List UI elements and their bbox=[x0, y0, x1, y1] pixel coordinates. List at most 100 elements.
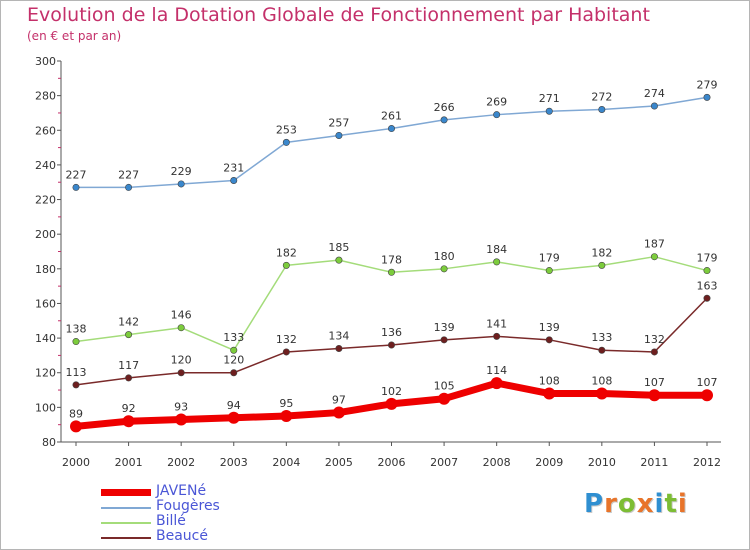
data-point bbox=[493, 332, 501, 340]
data-label: 89 bbox=[69, 407, 83, 420]
data-point bbox=[175, 413, 188, 426]
data-point bbox=[282, 261, 290, 269]
data-label: 257 bbox=[328, 116, 349, 129]
chart-subtitle: (en € et par an) bbox=[27, 29, 122, 43]
legend-label: Fougères bbox=[156, 498, 220, 514]
data-point bbox=[650, 102, 658, 110]
data-label: 132 bbox=[276, 333, 297, 346]
legend-swatch bbox=[101, 489, 151, 496]
data-point bbox=[230, 369, 238, 377]
data-point bbox=[493, 258, 501, 266]
data-point bbox=[72, 381, 80, 389]
data-label: 132 bbox=[644, 333, 665, 346]
x-tick-label: 2009 bbox=[535, 456, 563, 469]
x-tick-label: 2005 bbox=[325, 456, 353, 469]
data-label: 117 bbox=[118, 359, 139, 372]
data-point bbox=[177, 369, 185, 377]
data-point bbox=[122, 415, 135, 428]
data-label: 187 bbox=[644, 238, 665, 251]
data-label: 139 bbox=[434, 321, 455, 334]
data-point bbox=[701, 389, 713, 402]
data-label: 253 bbox=[276, 123, 297, 136]
data-label: 279 bbox=[697, 78, 718, 91]
data-point bbox=[125, 374, 133, 382]
data-label: 178 bbox=[381, 253, 402, 266]
legend-swatch bbox=[101, 522, 151, 524]
data-point bbox=[230, 176, 238, 184]
data-label: 114 bbox=[486, 364, 507, 377]
data-point bbox=[282, 348, 290, 356]
x-tick-label: 2000 bbox=[62, 456, 90, 469]
legend-label: JAVENé bbox=[156, 483, 207, 499]
data-label: 231 bbox=[223, 161, 244, 174]
data-point bbox=[648, 389, 661, 402]
data-point bbox=[177, 180, 185, 188]
data-label: 133 bbox=[223, 331, 244, 344]
data-point bbox=[703, 294, 711, 302]
data-label: 95 bbox=[279, 397, 293, 410]
y-tick-label: 260 bbox=[35, 124, 56, 137]
data-label: 134 bbox=[328, 329, 349, 342]
data-label: 182 bbox=[276, 246, 297, 259]
data-point bbox=[545, 336, 553, 344]
data-label: 97 bbox=[332, 394, 346, 407]
data-point bbox=[177, 324, 185, 332]
data-point bbox=[335, 256, 343, 264]
x-tick-label: 2001 bbox=[115, 456, 143, 469]
y-tick-label: 200 bbox=[35, 228, 56, 241]
data-label: 179 bbox=[539, 252, 560, 265]
data-label: 269 bbox=[486, 96, 507, 109]
data-point bbox=[440, 265, 448, 273]
data-label: 105 bbox=[434, 380, 455, 393]
data-point bbox=[440, 336, 448, 344]
data-point bbox=[335, 344, 343, 352]
data-point bbox=[493, 111, 501, 119]
x-tick-label: 2006 bbox=[378, 456, 406, 469]
data-label: 227 bbox=[118, 168, 139, 181]
y-tick-label: 220 bbox=[35, 194, 56, 207]
data-point bbox=[490, 377, 503, 390]
data-point bbox=[332, 406, 345, 419]
legend-label: Beaucé bbox=[156, 528, 208, 544]
data-point bbox=[230, 346, 238, 354]
data-point bbox=[387, 268, 395, 276]
data-label: 142 bbox=[118, 316, 139, 329]
data-point bbox=[280, 410, 293, 423]
data-point bbox=[598, 105, 606, 113]
data-point bbox=[650, 253, 658, 261]
data-point bbox=[70, 420, 82, 433]
x-tick-label: 2002 bbox=[167, 456, 195, 469]
data-point bbox=[703, 267, 711, 275]
y-tick-label: 300 bbox=[35, 55, 56, 68]
data-label: 182 bbox=[591, 246, 612, 259]
y-tick-label: 160 bbox=[35, 297, 56, 310]
data-label: 94 bbox=[227, 399, 241, 412]
data-point bbox=[125, 183, 133, 191]
data-point bbox=[545, 107, 553, 115]
data-point bbox=[385, 397, 398, 410]
data-point bbox=[650, 348, 658, 356]
x-tick-label: 2004 bbox=[272, 456, 300, 469]
y-tick-label: 280 bbox=[35, 90, 56, 103]
data-point bbox=[598, 346, 606, 354]
data-point bbox=[125, 331, 133, 339]
legend-swatch bbox=[101, 507, 151, 509]
data-point bbox=[545, 267, 553, 275]
data-label: 141 bbox=[486, 317, 507, 330]
x-tick-label: 2008 bbox=[483, 456, 511, 469]
data-label: 138 bbox=[66, 323, 87, 336]
legend-swatch bbox=[101, 537, 151, 539]
data-point bbox=[227, 411, 240, 424]
data-point bbox=[335, 131, 343, 139]
data-label: 227 bbox=[66, 168, 87, 181]
data-label: 113 bbox=[66, 366, 87, 379]
data-label: 107 bbox=[644, 376, 665, 389]
legend-label: Billé bbox=[156, 513, 186, 529]
data-point bbox=[438, 392, 451, 405]
data-point bbox=[72, 338, 80, 346]
data-label: 261 bbox=[381, 110, 402, 123]
data-label: 133 bbox=[591, 331, 612, 344]
data-label: 185 bbox=[328, 241, 349, 254]
data-label: 102 bbox=[381, 385, 402, 398]
